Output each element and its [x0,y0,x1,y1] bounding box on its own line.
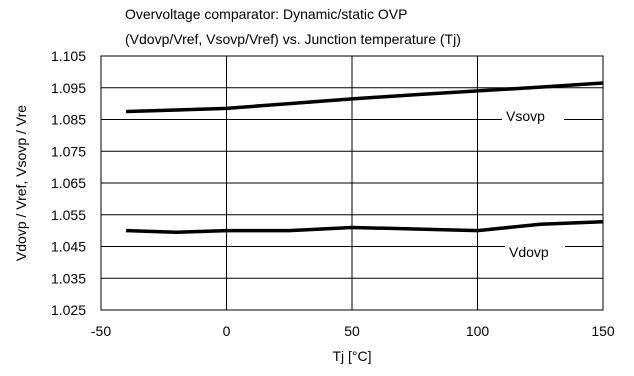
series-group: Vsovp Vdovp [126,81,604,262]
grid [100,55,604,311]
y-tick-label: 1.045 [51,239,86,255]
series-label-background [502,106,564,126]
y-tick-label: 1.105 [51,48,86,64]
chart-title-line-2: (Vdovp/Vref, Vsovp/Vref) vs. Junction te… [125,31,461,47]
x-tick-label: -50 [91,323,111,339]
series-line-vsovp [126,81,604,114]
chart-title-line-1: Overvoltage comparator: Dynamic/static O… [125,6,407,22]
y-tick-label: 1.075 [51,143,86,159]
y-tick-label: 1.095 [51,80,86,96]
y-tick-label: 1.065 [51,175,86,191]
plot-area [100,55,604,311]
x-tick-label: 50 [344,323,360,339]
y-tick-label: 1.035 [51,270,86,286]
series-label-vsovp: Vsovp [506,108,545,124]
y-axis-label: Vdovp / Vref, Vsovp / Vre [13,105,29,261]
y-tick-label: 1.055 [51,207,86,223]
x-axis-label: Tj [°C] [332,348,371,364]
x-tick-label: 150 [591,323,615,339]
x-tick-label: 100 [466,323,490,339]
series-label-vdovp: Vdovp [509,244,549,260]
series-line-vdovp [126,219,604,234]
x-tick-label: 0 [223,323,231,339]
y-tick-label: 1.025 [51,302,86,318]
series-label-background [505,242,565,262]
y-tick-label: 1.085 [51,112,86,128]
tick-labels: -50 0 50 100 150 1.105 1.095 1.085 1.075 1.065 1.0… [51,48,615,339]
